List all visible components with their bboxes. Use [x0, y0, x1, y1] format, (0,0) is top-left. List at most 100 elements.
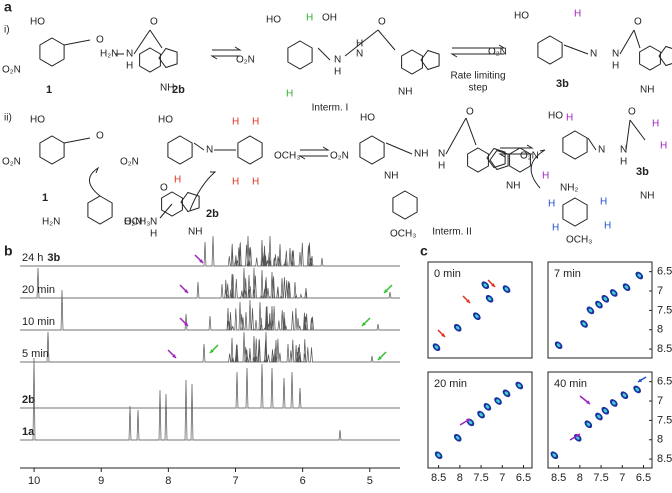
- x-tick-label: 6.5: [516, 472, 531, 484]
- x-tick-label: 7: [619, 472, 625, 484]
- atom-label: H: [552, 223, 559, 234]
- atom-label: HO: [514, 11, 529, 22]
- bond: [317, 47, 331, 61]
- atom-label: H: [566, 113, 573, 124]
- arrow: [89, 166, 101, 197]
- y-tick-label: 7: [657, 395, 663, 407]
- atom-label: NH: [640, 85, 654, 96]
- y-tick-label: 8: [657, 434, 663, 446]
- atom-label: H₂N: [100, 49, 118, 60]
- atom-label: H₂N: [42, 217, 60, 228]
- cross-peak-core: [468, 420, 473, 425]
- ring: [489, 149, 509, 171]
- atom-label: H: [356, 39, 363, 50]
- atom-label: OCH₃: [274, 151, 300, 162]
- atom-label: NH: [398, 87, 412, 98]
- x-tick-label: 5: [367, 475, 373, 487]
- ring: [392, 190, 418, 220]
- atom-label: O₂N: [330, 151, 349, 162]
- atom-label: H: [438, 161, 445, 172]
- atom-label: O₂N: [2, 157, 21, 168]
- atom-label: N: [620, 145, 627, 156]
- arrowhead: [441, 333, 445, 337]
- atom-label: H: [548, 199, 555, 210]
- atom-label: O: [378, 17, 386, 28]
- caption: Interm. I: [312, 103, 349, 114]
- atom-label: H: [150, 229, 157, 240]
- arrowhead: [199, 259, 203, 263]
- y-tick-label: 8: [657, 324, 663, 336]
- trace-label: 24 h 3b: [22, 252, 61, 264]
- x-tick-label: 8: [165, 475, 171, 487]
- cross-peak-core: [496, 399, 500, 403]
- x-tick-label: 10: [28, 475, 40, 487]
- cross-peak-core: [575, 435, 580, 440]
- atom-label: N: [150, 217, 157, 228]
- caption: Interm. II: [432, 227, 471, 238]
- y-tick-label: 7.5: [657, 304, 672, 316]
- compound-label: 1: [42, 192, 48, 204]
- atom-label: H: [232, 117, 239, 128]
- trace-label: 10 min: [22, 316, 55, 328]
- atom-label: OH: [322, 13, 337, 24]
- atom-label: NH: [640, 191, 654, 202]
- bond: [377, 29, 396, 51]
- atom-label: H: [232, 177, 239, 188]
- cross-peak-core: [603, 296, 608, 301]
- bond: [445, 117, 467, 155]
- cross-peak-core: [611, 291, 616, 295]
- arrow: [300, 146, 330, 151]
- compound-label: 2b: [206, 208, 219, 220]
- trace-name: 24 h: [22, 252, 43, 264]
- cross-peak-core: [455, 325, 460, 330]
- x-tick-label: 9: [98, 475, 104, 487]
- atom-label: NH: [384, 171, 398, 182]
- cross-peak-core: [624, 285, 629, 290]
- atom-label: H: [252, 117, 259, 128]
- arrow: [530, 149, 546, 189]
- atom-label: O: [634, 17, 642, 28]
- arrow: [500, 144, 534, 149]
- trace-name: 10 min: [22, 316, 55, 328]
- arrow: [189, 171, 217, 211]
- cross-peak-core: [483, 283, 488, 288]
- x-tick-label: 8.5: [431, 472, 446, 484]
- atom-label: H: [612, 61, 619, 72]
- atom-label: N: [206, 145, 213, 156]
- y-tick-label: 6.5: [657, 376, 672, 388]
- atom-label: O₂N: [488, 47, 507, 58]
- plot-frame: [427, 261, 533, 359]
- ring: [39, 135, 65, 165]
- bond: [133, 29, 151, 55]
- atom-label: O₂N: [120, 157, 139, 168]
- x-tick-label: 7.5: [593, 472, 608, 484]
- cross-peak-core: [485, 404, 490, 409]
- arrow: [450, 53, 504, 58]
- arrow: [452, 44, 506, 49]
- arrowhead: [576, 434, 580, 438]
- trace-compound: 1a: [22, 426, 35, 438]
- atom-label: N: [438, 149, 445, 160]
- atom-label: H: [252, 177, 259, 188]
- compound-label: 3b: [556, 78, 569, 90]
- compound-label: 2b: [172, 84, 185, 96]
- atom-label: H: [126, 61, 133, 72]
- row-label: i): [4, 25, 10, 36]
- atom-label: H: [652, 119, 659, 130]
- bond: [344, 29, 379, 57]
- cross-peak-core: [556, 343, 561, 348]
- cross-peak-core: [622, 393, 627, 398]
- bond: [193, 142, 205, 151]
- arrowhead: [466, 299, 470, 303]
- atom-label: O: [150, 17, 158, 28]
- atom-label: H: [306, 13, 313, 24]
- atom-label: H: [660, 141, 667, 152]
- plot-label: 40 min: [554, 378, 587, 390]
- cross-peak-core: [637, 273, 642, 278]
- compound-label: 3b: [636, 166, 649, 178]
- bond: [625, 119, 631, 151]
- atom-label: H: [600, 197, 607, 208]
- atom-label: O: [466, 107, 474, 118]
- atom-label: HO: [30, 115, 45, 126]
